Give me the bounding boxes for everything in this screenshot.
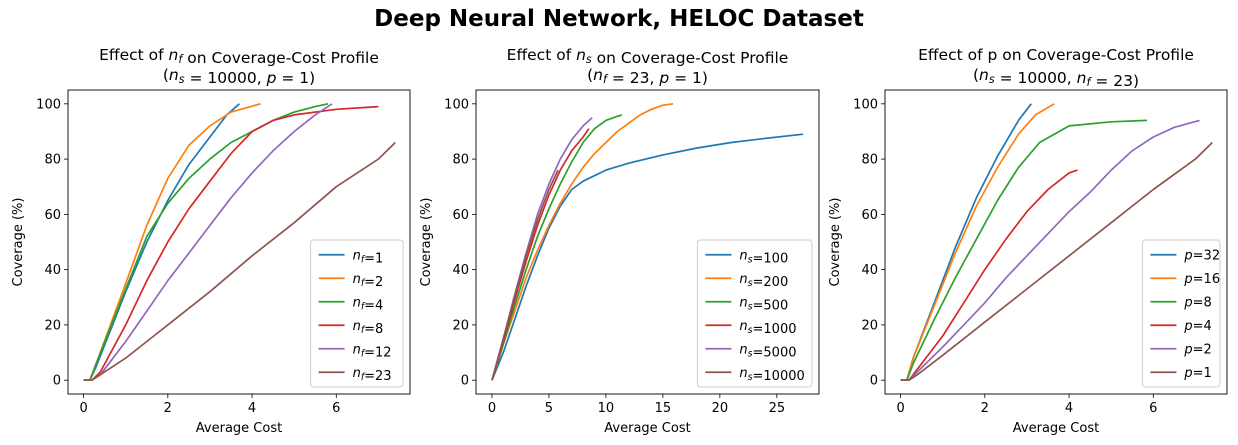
x-tick-label: 4 xyxy=(248,401,256,416)
legend: p=32 p=16 p=8 p=4 p=2 p=1 xyxy=(1141,239,1221,388)
x-tick-label: 4 xyxy=(1065,401,1073,416)
x-tick-label: 2 xyxy=(164,401,172,416)
x-tick-label: 6 xyxy=(1149,401,1157,416)
y-tick-label: 100 xyxy=(853,97,878,112)
legend-label: ns=500 xyxy=(739,295,788,313)
y-tick-label: 20 xyxy=(452,318,469,333)
chart-subtitle: (ns = 10000, p = 1) xyxy=(163,66,315,87)
series-line-n-s-10000 xyxy=(491,169,559,381)
legend-box xyxy=(310,239,404,388)
series-line-n-f-23 xyxy=(83,141,396,382)
plot-frame xyxy=(475,89,820,395)
legend-label: nf=12 xyxy=(353,342,392,360)
plot-frame xyxy=(884,89,1228,395)
chart-subtitle: (nf = 23, p = 1) xyxy=(587,66,708,87)
chart-3: Effect of p on Coverage-Cost Profile (ns … xyxy=(828,46,1228,436)
series-line-p-16 xyxy=(900,103,1055,382)
y-tick-label: 100 xyxy=(444,97,469,112)
chart-title: Effect of ns on Coverage-Cost Profile xyxy=(507,46,789,67)
legend-label: nf=8 xyxy=(353,319,384,337)
y-tick-label: 40 xyxy=(44,263,61,278)
legend-box xyxy=(696,239,813,388)
series-line-p-2 xyxy=(900,119,1200,382)
chart-2: Effect of ns on Coverage-Cost Profile(nf… xyxy=(419,46,820,436)
series-line-n-f-4 xyxy=(83,102,329,382)
chart-1: Effect of nf on Coverage-Cost Profile(ns… xyxy=(11,46,411,436)
y-tick-label: 0 xyxy=(53,374,61,389)
legend-label: p=8 xyxy=(1183,295,1211,310)
legend-label: ns=1000 xyxy=(739,319,796,337)
x-tick-label: 25 xyxy=(769,401,786,416)
y-tick-label: 0 xyxy=(461,374,469,389)
y-tick-label: 60 xyxy=(861,208,878,223)
y-tick-label: 80 xyxy=(452,153,469,168)
series-line-n-f-1 xyxy=(83,103,240,382)
series-line-n-s-200 xyxy=(491,102,674,381)
y-tick-label: 80 xyxy=(44,153,61,168)
y-tick-label: 0 xyxy=(870,374,878,389)
series-line-n-f-8 xyxy=(83,105,379,382)
legend: nf=1 nf=2 nf=4 nf=8 nf=12 nf=23 xyxy=(310,239,404,388)
y-tick-label: 20 xyxy=(861,318,878,333)
x-tick-label: 10 xyxy=(598,401,615,416)
series-line-n-s-100 xyxy=(491,133,804,381)
x-tick-label: 15 xyxy=(655,401,672,416)
legend-label: nf=2 xyxy=(353,272,384,290)
legend-label: nf=23 xyxy=(353,366,392,384)
x-tick-label: 6 xyxy=(332,401,340,416)
series-line-p-8 xyxy=(900,119,1148,382)
x-tick-label: 0 xyxy=(79,401,87,416)
y-tick-label: 60 xyxy=(44,208,61,223)
y-axis-label: Coverage (%) xyxy=(828,198,843,287)
series-line-p-1 xyxy=(900,141,1213,382)
x-tick-label: 20 xyxy=(712,401,729,416)
series-line-p-4 xyxy=(900,169,1078,382)
legend-label: p=1 xyxy=(1183,366,1211,381)
series-line-n-f-2 xyxy=(83,102,261,382)
x-tick-label: 5 xyxy=(545,401,553,416)
legend-label: p=32 xyxy=(1183,248,1220,263)
legend-label: p=2 xyxy=(1183,342,1211,357)
y-tick-label: 20 xyxy=(44,318,61,333)
y-tick-label: 40 xyxy=(452,263,469,278)
legend-label: ns=100 xyxy=(739,248,788,266)
y-axis-label: Coverage (%) xyxy=(11,198,26,287)
y-tick-label: 100 xyxy=(36,97,61,112)
legend-label: p=16 xyxy=(1183,272,1220,287)
legend-label: ns=10000 xyxy=(739,366,804,384)
x-axis-label: Average Cost xyxy=(1013,421,1099,436)
x-axis-label: Average Cost xyxy=(196,421,282,436)
legend-box xyxy=(1141,239,1221,388)
y-tick-label: 60 xyxy=(452,208,469,223)
legend-label: nf=1 xyxy=(353,248,384,266)
chart-title: Effect of nf on Coverage-Cost Profile xyxy=(99,46,379,67)
series-line-n-f-12 xyxy=(83,103,333,382)
plot-frame xyxy=(67,89,411,395)
y-tick-label: 40 xyxy=(861,263,878,278)
legend-label: nf=4 xyxy=(353,295,384,313)
legend-label: p=4 xyxy=(1183,319,1211,334)
y-axis-label: Coverage (%) xyxy=(419,198,434,287)
x-tick-label: 0 xyxy=(488,401,496,416)
legend-label: ns=200 xyxy=(739,272,788,290)
series-line-n-s-500 xyxy=(491,114,623,381)
x-axis-label: Average Cost xyxy=(604,421,690,436)
x-tick-label: 0 xyxy=(896,401,904,416)
legend-label: ns=5000 xyxy=(739,342,796,360)
y-tick-label: 80 xyxy=(861,153,878,168)
figure-title: Deep Neural Network, HELOC Dataset xyxy=(374,6,864,32)
chart-title: Effect of p on Coverage-Cost Profile xyxy=(918,46,1194,64)
chart-subtitle: (ns = 10000, nf = 23) xyxy=(973,66,1139,90)
x-tick-label: 2 xyxy=(981,401,989,416)
legend: ns=100 ns=200 ns=500 ns=1000 ns=5000 ns=10000 xyxy=(696,239,813,388)
